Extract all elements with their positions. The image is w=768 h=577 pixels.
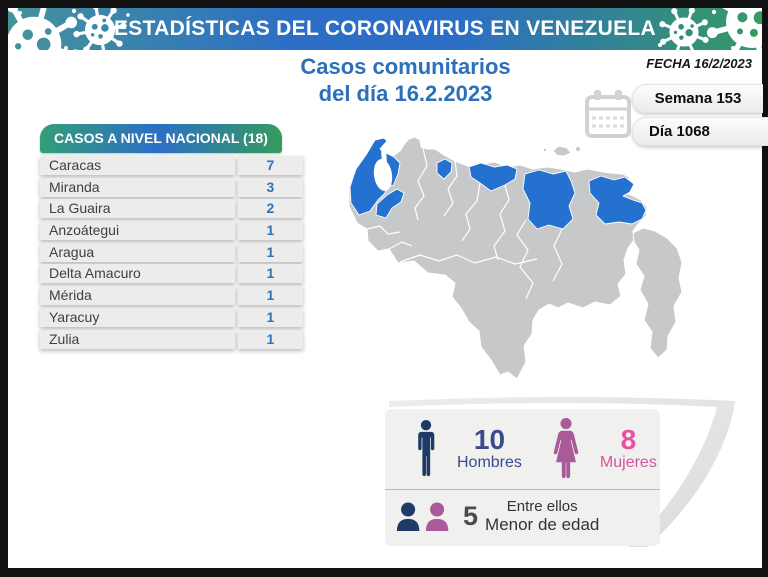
women-label: Mujeres xyxy=(599,454,657,471)
case-count: 1 xyxy=(237,329,304,349)
table-row: Yaracuy 1 xyxy=(40,307,304,327)
map-region-yaracuy xyxy=(436,158,453,180)
state-name: Delta Amacuro xyxy=(40,264,235,284)
header-banner: ESTADÍSTICAS DEL CORONAVIRUS EN VENEZUEL… xyxy=(8,8,762,50)
minors-icons xyxy=(396,502,449,531)
day-badge: Día 1068 xyxy=(632,117,768,146)
page-title: ESTADÍSTICAS DEL CORONAVIRUS EN VENEZUEL… xyxy=(113,17,657,40)
men-label: Hombres xyxy=(457,454,522,471)
subtitle: Casos comunitarios del día 16.2.2023 xyxy=(248,53,563,107)
state-name: Zulia xyxy=(40,329,235,349)
state-name: Mérida xyxy=(40,286,235,306)
week-badge: Semana 153 xyxy=(632,84,763,113)
panel-divider xyxy=(385,489,660,490)
case-count: 1 xyxy=(237,286,304,306)
minors-label: Entre ellos Menor de edad xyxy=(485,498,600,535)
map-esequibo-shape xyxy=(632,227,683,359)
virus-icon xyxy=(8,8,131,50)
women-stat: 8 Mujeres xyxy=(600,426,657,472)
man-icon xyxy=(418,420,435,477)
virus-icon xyxy=(651,8,762,50)
calendar-icon xyxy=(585,90,631,138)
women-count: 8 xyxy=(620,424,637,455)
men-count: 10 xyxy=(473,424,506,455)
map-region-aragua-caracas-laguaira-miranda xyxy=(468,162,518,192)
subtitle-line1: Casos comunitarios xyxy=(300,54,511,79)
case-count: 1 xyxy=(237,242,304,262)
virus-decoration xyxy=(8,8,762,50)
state-name: Yaracuy xyxy=(40,307,235,327)
national-table: CASOS A NIVEL NACIONAL (18) Caracas 7 Mi… xyxy=(40,124,304,351)
national-table-rows: Caracas 7 Miranda 3 La Guaira 2 Anzoáteg… xyxy=(40,156,304,349)
girl-bust-icon xyxy=(425,502,449,531)
minors-label-bottom: Menor de edad xyxy=(485,515,600,534)
men-stat: 10 Hombres xyxy=(457,426,522,472)
gender-row: 10 Hombres 8 Mujeres xyxy=(385,409,660,487)
subtitle-line2: del día 16.2.2023 xyxy=(318,81,493,106)
map-state-borders xyxy=(366,147,563,300)
table-row: La Guaira 2 xyxy=(40,199,304,219)
state-name: Miranda xyxy=(40,177,235,197)
map-region-anzoategui xyxy=(522,169,576,230)
case-count: 7 xyxy=(237,156,304,175)
map-region-merida xyxy=(375,188,405,219)
table-row: Caracas 7 xyxy=(40,156,304,175)
minors-label-top: Entre ellos xyxy=(506,498,578,515)
state-name: Aragua xyxy=(40,242,235,262)
venezuela-map xyxy=(348,136,683,380)
map-lake-maracaibo xyxy=(373,150,393,191)
boy-bust-icon xyxy=(396,502,420,531)
table-row: Anzoátegui 1 xyxy=(40,221,304,241)
gender-stats-panel: 10 Hombres 8 Mujeres xyxy=(385,409,660,546)
case-count: 1 xyxy=(237,264,304,284)
state-name: Caracas xyxy=(40,156,235,175)
map-islands xyxy=(542,145,581,157)
date-label: FECHA 16/2/2023 xyxy=(646,56,752,71)
table-row: Mérida 1 xyxy=(40,286,304,306)
case-count: 2 xyxy=(237,199,304,219)
state-name: Anzoátegui xyxy=(40,221,235,241)
minors-row: 5 Entre ellos Menor de edad xyxy=(385,490,660,534)
map-region-delta-amacuro xyxy=(588,175,647,225)
state-name: La Guaira xyxy=(40,199,235,219)
case-count: 1 xyxy=(237,307,304,327)
table-row: Aragua 1 xyxy=(40,242,304,262)
table-row: Zulia 1 xyxy=(40,329,304,349)
national-table-header: CASOS A NIVEL NACIONAL (18) xyxy=(40,124,282,153)
minors-count: 5 xyxy=(463,501,479,531)
case-count: 1 xyxy=(237,221,304,241)
table-row: Miranda 3 xyxy=(40,177,304,197)
case-count: 3 xyxy=(237,177,304,197)
woman-icon xyxy=(553,418,579,479)
table-row: Delta Amacuro 1 xyxy=(40,264,304,284)
